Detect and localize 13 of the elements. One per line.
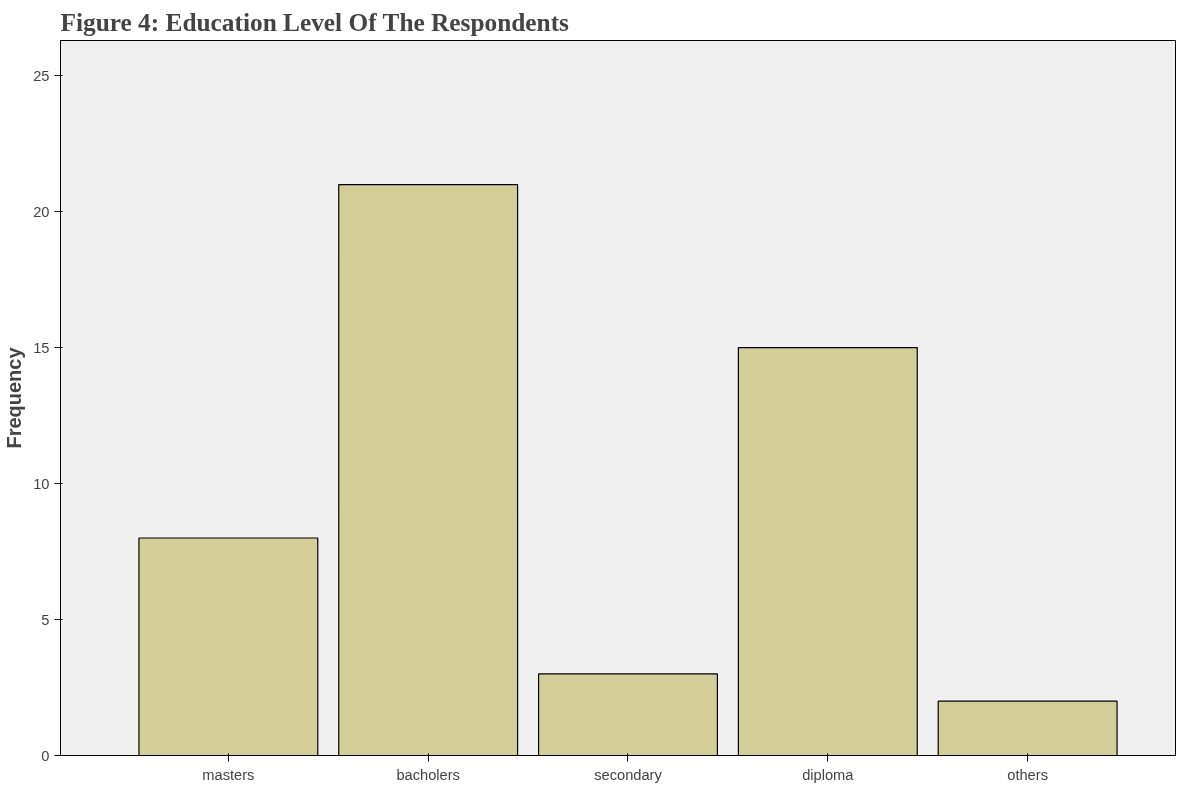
x-tick-label: bacholers bbox=[396, 766, 460, 783]
chart-title: Figure 4: Education Level Of The Respondents bbox=[60, 7, 570, 36]
y-tick-label: 10 bbox=[33, 475, 50, 492]
y-tick-label: 0 bbox=[41, 747, 50, 764]
x-tick-label: secondary bbox=[594, 766, 663, 783]
x-tick-label: masters bbox=[202, 766, 255, 783]
y-tick-label: 5 bbox=[41, 611, 50, 628]
x-tick-label: diploma bbox=[802, 766, 855, 783]
y-tick-label: 25 bbox=[33, 67, 50, 84]
y-tick-label: 20 bbox=[33, 203, 50, 220]
y-tick-label: 15 bbox=[33, 339, 50, 356]
x-tick-label: others bbox=[1007, 766, 1048, 783]
y-axis-title: Frequency bbox=[3, 346, 26, 449]
